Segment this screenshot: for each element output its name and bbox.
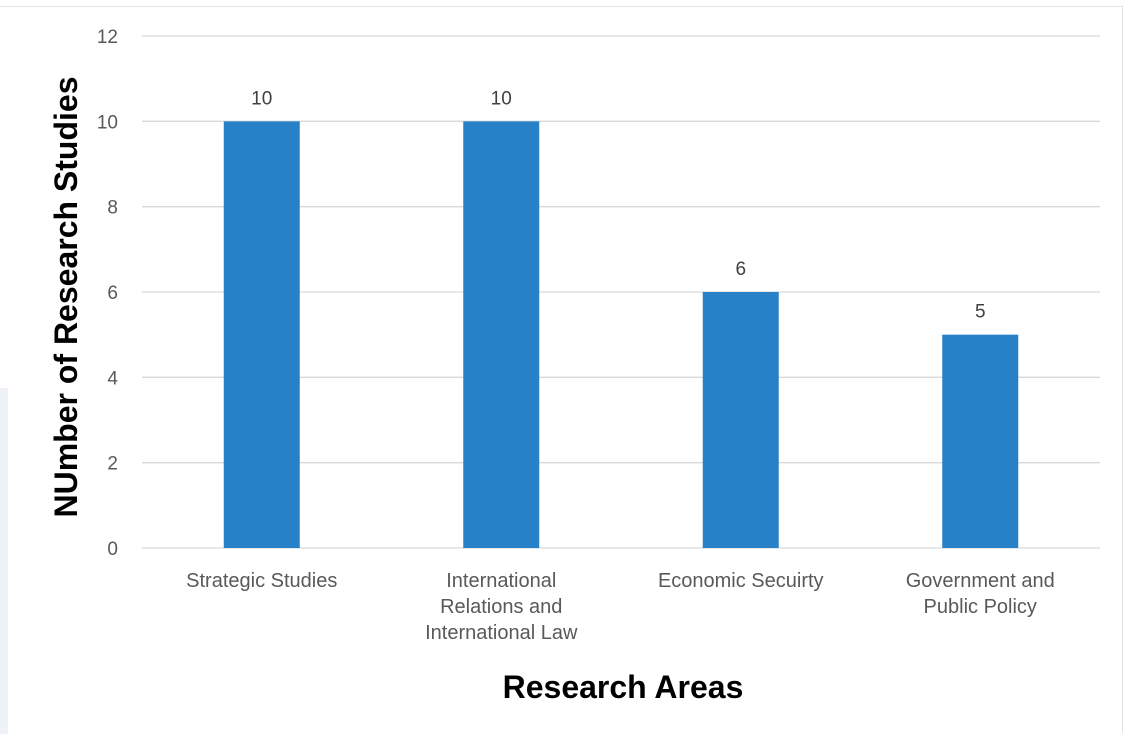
data-label: 10: [491, 88, 512, 109]
gridlines: [142, 35, 1100, 549]
y-tick-label: 2: [107, 454, 118, 475]
x-tick-label: Economic Secuirty: [658, 570, 824, 592]
y-tick-label: 6: [107, 283, 118, 304]
x-tick-label: Government and Public Policy: [906, 570, 1055, 618]
y-axis-ticks: 0 2 4 6 8 10 12: [97, 27, 119, 560]
bars: [223, 121, 1019, 548]
y-tick-label: 8: [107, 198, 118, 219]
bar: [463, 121, 540, 548]
y-tick-label: 4: [107, 368, 118, 389]
y-tick-label: 0: [107, 539, 118, 560]
data-label: 5: [975, 302, 986, 323]
data-label: 6: [735, 259, 746, 280]
left-edge-panel: [0, 388, 8, 734]
y-axis-title: NUmber of Research Studies: [48, 76, 84, 517]
y-tick-label: 10: [97, 112, 118, 133]
data-label: 10: [251, 88, 272, 109]
bar: [223, 121, 300, 548]
bar: [942, 334, 1019, 548]
x-axis-title: Research Areas: [503, 669, 744, 705]
bar: [702, 292, 779, 548]
x-tick-label: International Relations and International …: [425, 570, 578, 644]
y-tick-label: 12: [97, 27, 118, 48]
x-axis-categories: Strategic Studies International Relations …: [186, 570, 1055, 644]
chart-frame: [0, 6, 1123, 733]
data-labels: 10 10 6 5: [251, 88, 985, 322]
x-tick-label: Strategic Studies: [186, 570, 337, 592]
